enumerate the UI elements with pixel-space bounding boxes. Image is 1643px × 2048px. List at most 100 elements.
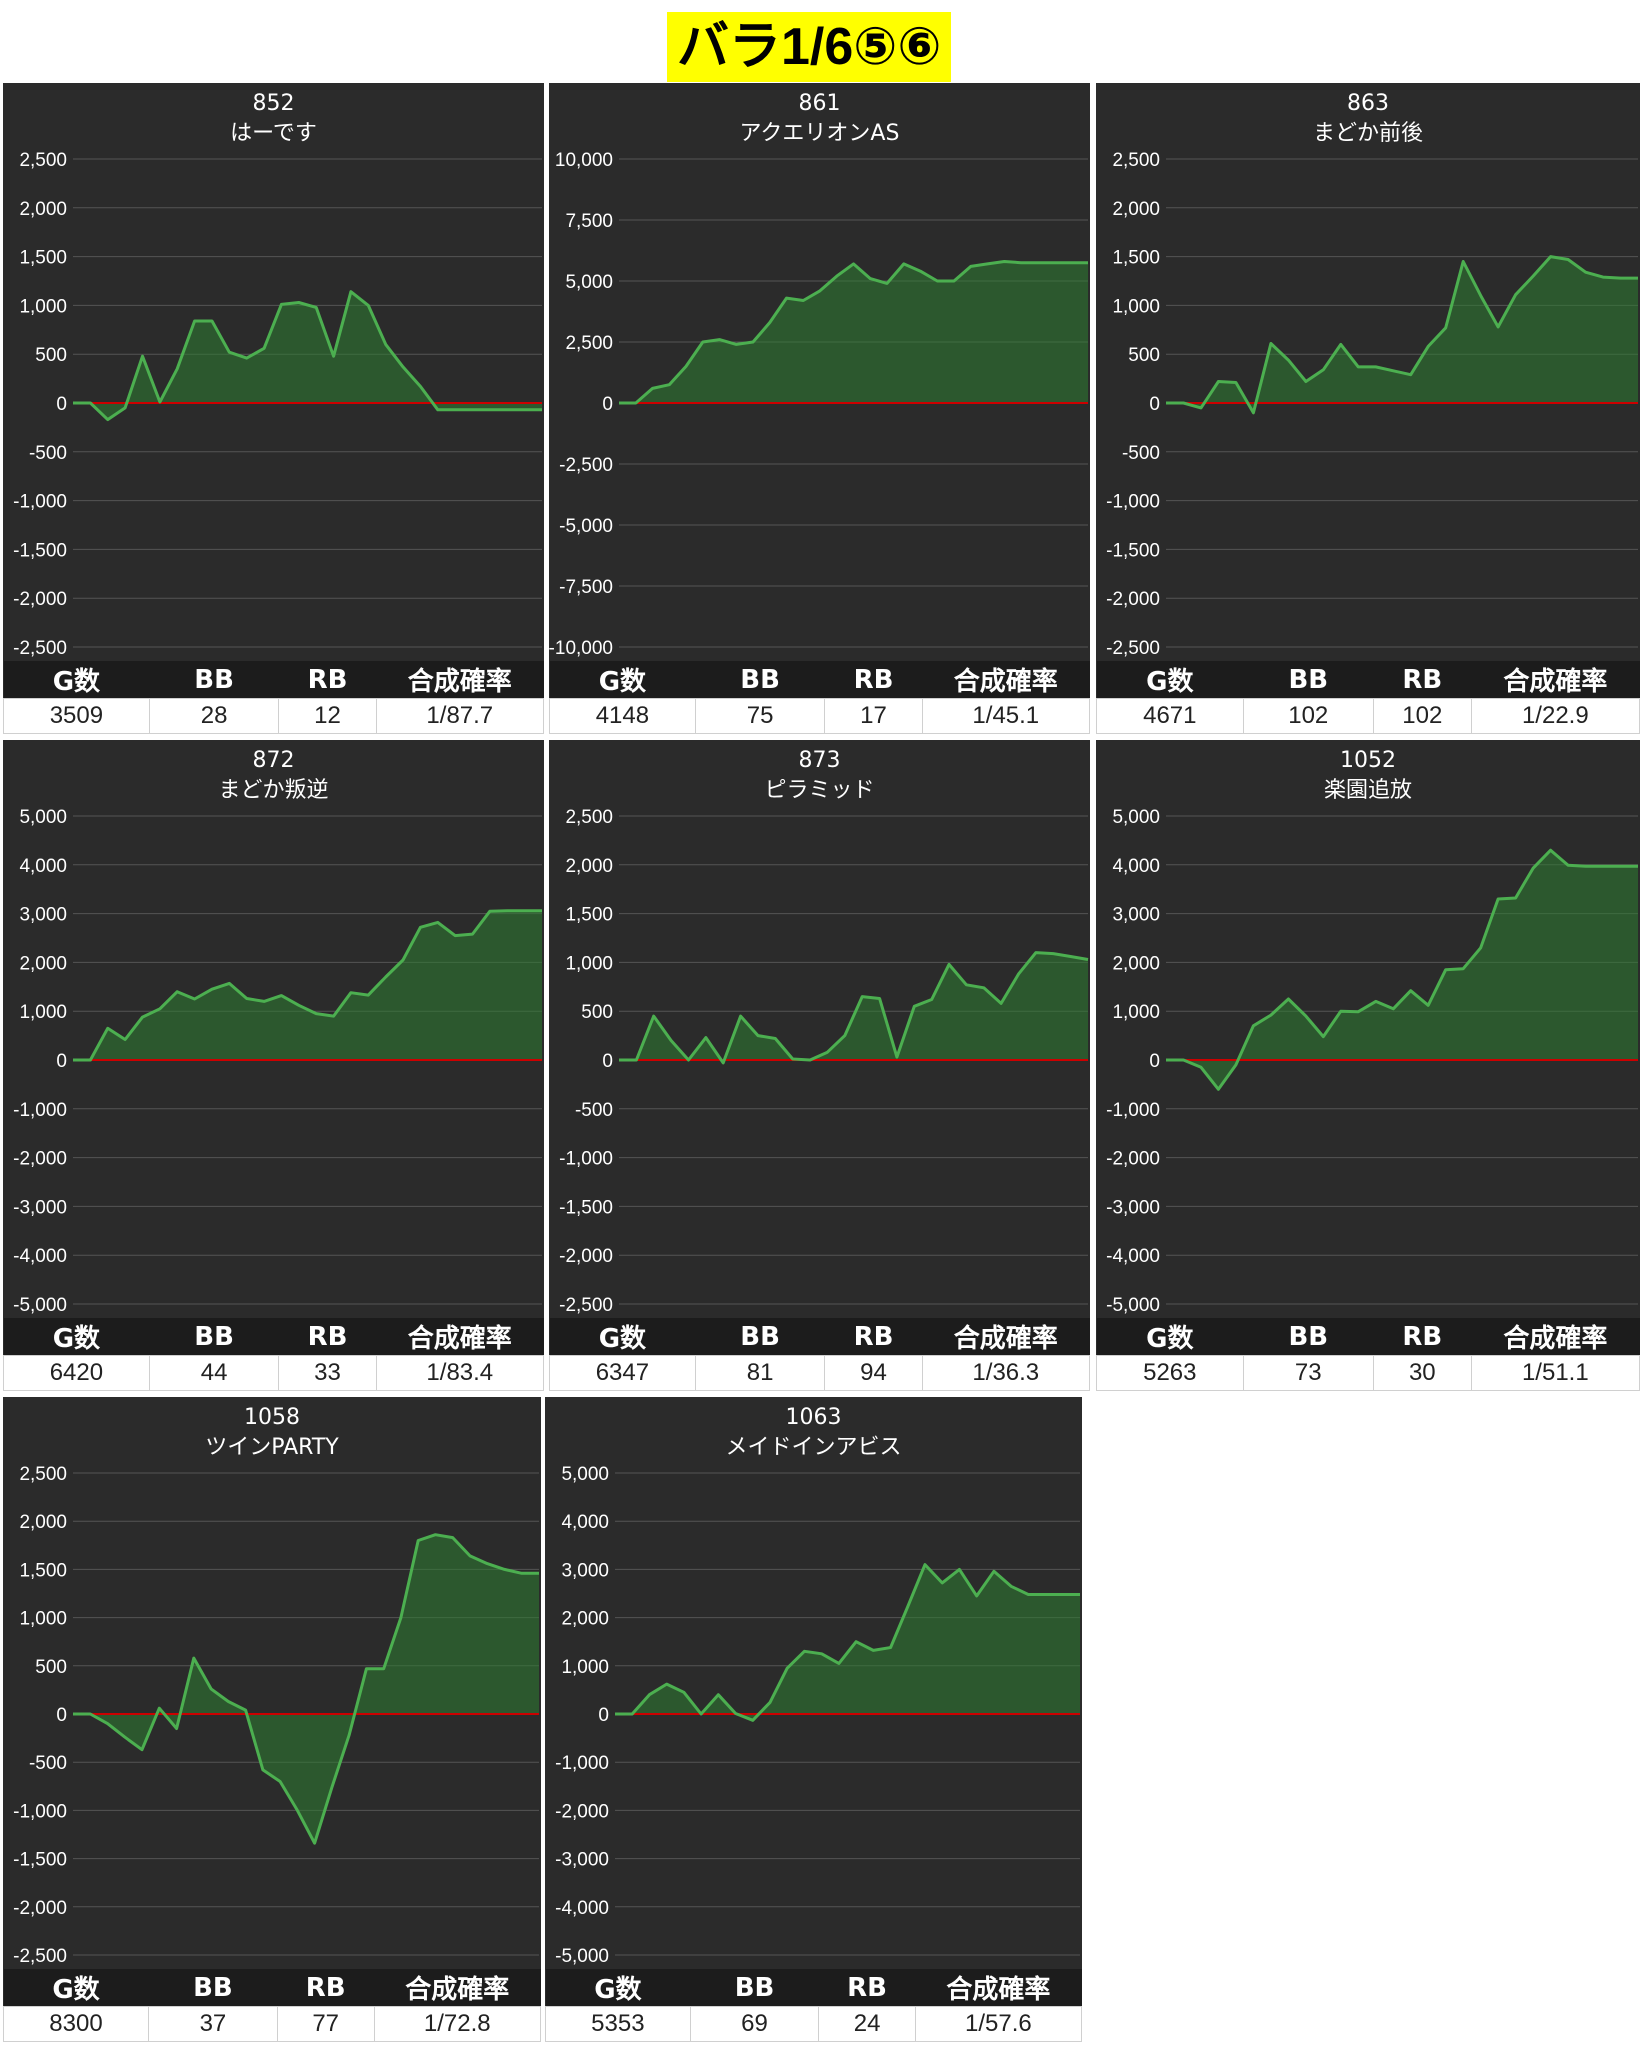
- chart-svg: 5,000 4,000 3,000 2,000 1,000 0 -1,000 -2,000 -3…: [555, 1464, 1080, 1967]
- stats-table: G数 BB RB 合成確率 5353 69 24 1/57.6: [545, 1969, 1083, 2042]
- stats-value: 73: [1242, 1355, 1374, 1391]
- y-tick-label: 1,000: [1112, 296, 1160, 317]
- stats-value: 30: [1372, 1355, 1472, 1391]
- chart-panel: 2,500 2,000 1,500 1,000 500 0 -500 -1,000 -1,500…: [1096, 83, 1641, 734]
- y-tick-label: -500: [1122, 443, 1160, 464]
- stats-header: 合成確率: [374, 1969, 541, 2007]
- chart-panel: 5,000 4,000 3,000 2,000 1,000 0 -1,000 -2,000 -3…: [545, 1397, 1083, 2042]
- stats-header: G数: [3, 661, 150, 699]
- chart-panel: 5,000 4,000 3,000 2,000 1,000 0 -1,000 -2,000 -3…: [3, 740, 545, 1391]
- stats-value: 37: [147, 2006, 278, 2042]
- y-tick-label: 1,000: [561, 1657, 609, 1678]
- y-tick-label: 1,000: [19, 1609, 67, 1630]
- series-line: [73, 909, 542, 1062]
- stats-table: G数 BB RB 合成確率 3509 28 12 1/87.7: [3, 661, 545, 734]
- y-tick-label: -1,500: [1106, 540, 1160, 561]
- machine-name: 楽園追放: [1323, 778, 1412, 803]
- y-tick-label: 1,000: [19, 296, 67, 317]
- stats-header: G数: [1096, 661, 1244, 699]
- stats-value: 69: [689, 2006, 820, 2042]
- chart-svg: 2,500 2,000 1,500 1,000 500 0 -500 -1,000 -1,500…: [13, 1464, 539, 1967]
- y-tick-label: 2,000: [19, 953, 67, 974]
- y-tick-label: 4,000: [1112, 856, 1160, 877]
- y-tick-label: 2,000: [19, 1512, 67, 1533]
- chart-svg: 2,500 2,000 1,500 1,000 500 0 -500 -1,000 -1,500…: [13, 150, 542, 659]
- series-line: [619, 260, 1088, 405]
- y-tick-label: -3,000: [13, 1197, 67, 1218]
- chart-svg: 2,500 2,000 1,500 1,000 500 0 -500 -1,000 -1,500…: [1106, 150, 1638, 659]
- y-tick-label: 2,000: [565, 856, 613, 877]
- y-tick-label: 0: [602, 1051, 613, 1072]
- chart-panel: 5,000 4,000 3,000 2,000 1,000 0 -1,000 -2,000 -3…: [1096, 740, 1641, 1391]
- stats-header: RB: [277, 1969, 375, 2007]
- y-tick-label: 3,000: [1112, 905, 1160, 926]
- stats-value: 1/22.9: [1470, 698, 1641, 734]
- stats-header: RB: [278, 1318, 377, 1356]
- stats-value: 24: [818, 2006, 916, 2042]
- stats-header: RB: [818, 1969, 916, 2007]
- area-fill: [615, 1564, 1080, 1721]
- machine-name: まどか前後: [1312, 121, 1423, 146]
- series-line: [619, 951, 1089, 1065]
- y-tick-label: -500: [29, 1753, 67, 1774]
- stats-value: 1/45.1: [921, 698, 1091, 734]
- y-tick-label: -2,000: [1106, 1149, 1160, 1170]
- y-tick-label: 2,000: [1112, 199, 1160, 220]
- stats-header: 合成確率: [1471, 1318, 1640, 1356]
- stats-header: G数: [545, 1969, 691, 2007]
- stats-value: 3509: [3, 698, 150, 734]
- y-tick-label: -500: [575, 1100, 613, 1121]
- y-tick-label: 2,500: [565, 807, 613, 828]
- stats-value: 1/36.3: [921, 1355, 1091, 1391]
- stats-value: 1/72.8: [373, 2006, 542, 2042]
- stats-header: 合成確率: [376, 661, 544, 699]
- y-tick-label: -3,000: [555, 1850, 609, 1871]
- y-tick-label: 2,500: [1112, 150, 1160, 171]
- y-tick-label: -2,000: [13, 589, 67, 610]
- y-tick-label: 2,500: [19, 1464, 67, 1485]
- stats-value: 28: [148, 698, 280, 734]
- stats-header: BB: [695, 1318, 825, 1356]
- series-line: [1166, 848, 1638, 1091]
- y-tick-label: -2,500: [13, 1946, 67, 1967]
- stats-table: G数 BB RB 合成確率 8300 37 77 1/72.8: [3, 1969, 542, 2042]
- chart-svg: 2,500 2,000 1,500 1,000 500 0 -500 -1,000 -1,500…: [559, 807, 1089, 1316]
- y-tick-label: -2,000: [13, 1149, 67, 1170]
- y-tick-label: -1,000: [1106, 492, 1160, 513]
- y-tick-label: 0: [56, 1051, 67, 1072]
- y-tick-label: 0: [602, 394, 613, 415]
- y-tick-label: 2,000: [561, 1609, 609, 1630]
- stats-header: G数: [549, 1318, 696, 1356]
- stats-header: 合成確率: [915, 1969, 1082, 2007]
- stats-value: 33: [278, 1355, 377, 1391]
- machine-number: 861: [798, 91, 841, 116]
- y-tick-label: -5,000: [555, 1946, 609, 1967]
- y-tick-label: -2,500: [559, 455, 613, 476]
- y-tick-label: 5,000: [1112, 807, 1160, 828]
- stats-header: RB: [824, 1318, 923, 1356]
- y-tick-label: -2,500: [13, 638, 67, 659]
- y-tick-label: -500: [29, 443, 67, 464]
- y-tick-label: -1,000: [1106, 1100, 1160, 1121]
- machine-name: ピラミッド: [764, 778, 875, 803]
- area-fill: [73, 291, 542, 420]
- y-tick-label: -2,500: [1106, 638, 1160, 659]
- stats-header: G数: [3, 1318, 150, 1356]
- stats-value: 17: [824, 698, 923, 734]
- area-fill: [73, 910, 542, 1060]
- chart-svg: 5,000 4,000 3,000 2,000 1,000 0 -1,000 -2,000 -3…: [1106, 807, 1638, 1316]
- y-tick-label: 0: [1149, 1051, 1160, 1072]
- y-tick-label: 5,000: [561, 1464, 609, 1485]
- chart-svg: 10,000 7,500 5,000 2,500 0 -2,500 -5,000 -7,500…: [549, 150, 1088, 659]
- y-tick-label: 1,500: [565, 905, 613, 926]
- chart-panel: 10,000 7,500 5,000 2,500 0 -2,500 -5,000 -7,500…: [549, 83, 1091, 734]
- machine-number: 852: [252, 91, 295, 116]
- stats-header: RB: [278, 661, 377, 699]
- y-tick-label: 4,000: [561, 1512, 609, 1533]
- y-tick-label: 5,000: [565, 272, 613, 293]
- stats-value: 75: [694, 698, 826, 734]
- y-tick-label: 2,000: [19, 199, 67, 220]
- y-tick-label: -2,000: [13, 1898, 67, 1919]
- stats-value: 12: [278, 698, 377, 734]
- stats-value: 102: [1372, 698, 1472, 734]
